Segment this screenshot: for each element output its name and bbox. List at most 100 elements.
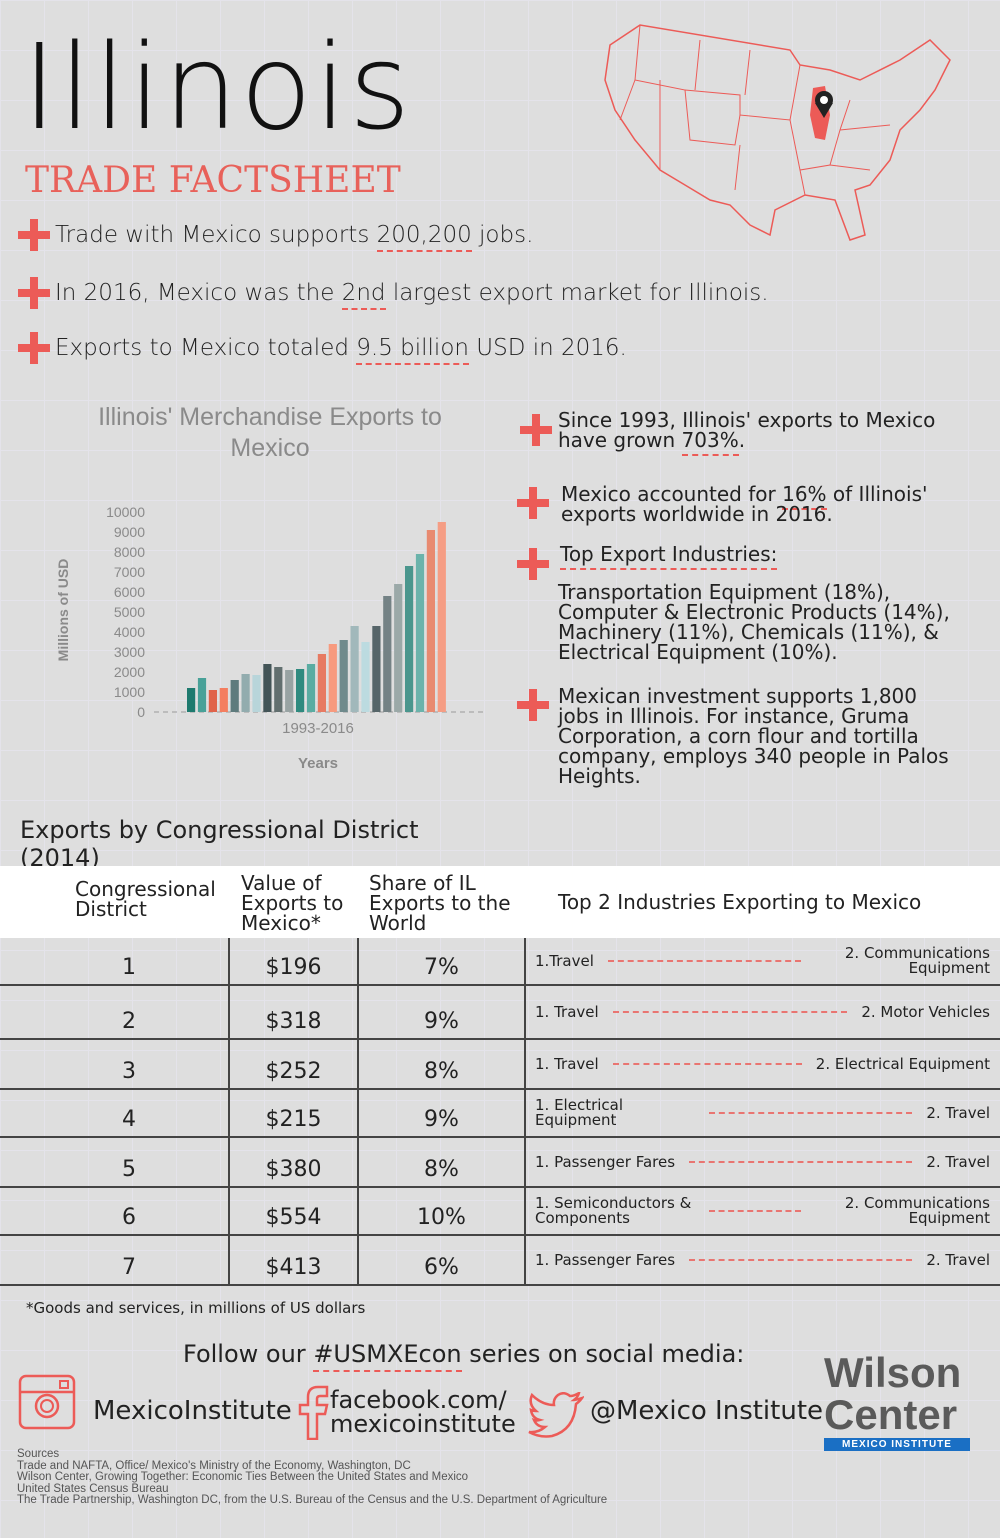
top-industries: 1. Electrical Equipment 2. Travel [535,1090,990,1136]
y-tick-label: 10000 [106,504,145,520]
industry-2: 2. Travel [926,1103,990,1122]
district-number: 6 [122,1205,136,1230]
twitter-icon[interactable] [528,1392,584,1438]
export-value: $252 [265,1059,322,1084]
district-number: 5 [122,1157,136,1182]
dashed-connector [709,1210,801,1212]
y-axis-label: Millions of USD [55,559,71,662]
bar-2006 [328,644,337,712]
col-divider [228,938,230,1286]
dashed-connector [689,1161,913,1163]
bar-2011 [383,596,392,712]
industries-text: Transportation Equipment (18%), Computer… [558,580,950,664]
instagram-handle[interactable]: MexicoInstitute [93,1396,292,1426]
us-map [604,24,951,241]
district-number: 7 [122,1255,136,1280]
sources-heading: Sources [17,1448,60,1460]
plus-icon [18,332,50,364]
industry-1: 1.Travel [535,951,594,970]
bar-2016 [437,522,446,712]
facebook-handle[interactable]: facebook.com/ mexicoinstitute [330,1386,516,1438]
export-value: $380 [265,1157,322,1182]
export-value: $554 [265,1205,322,1230]
export-share: 10% [417,1205,466,1230]
header-share: Share of IL Exports to the World [369,871,511,935]
table-row: 3 $252 8% 1. Travel 2. Electrical Equipme… [0,1040,1000,1090]
table-header: Congressional District Value of Exports … [0,866,1000,938]
dashed-connector [612,1011,848,1013]
dashed-connector [689,1259,913,1261]
fact-investment: Mexican investment supports 1,800 jobs i… [558,684,949,788]
top-industries: 1. Passenger Fares 2. Travel [535,1138,990,1186]
y-tick-label: 1000 [114,684,145,700]
source-item: Trade and NAFTA, Office/ Mexico's Minist… [17,1459,411,1472]
export-value: $196 [265,955,322,980]
bar-2003 [296,669,305,712]
bar-2001 [274,667,283,712]
wilson-center-logo: Wilson Center MEXICO INSTITUTE [824,1352,970,1451]
map-pin-icon [815,91,833,118]
source-item: The Trade Partnership, Washington DC, fr… [17,1494,608,1506]
industry-2: 2. Travel [926,1152,990,1171]
social-heading: Follow our #USMXEcon series on social me… [183,1340,744,1372]
fact-rank: In 2016, Mexico was the 2nd largest expo… [55,280,769,310]
y-tick-label: 2000 [114,664,145,680]
chart-title: Illinois' Merchandise Exports to Mexico [98,403,442,462]
y-tick-label: 0 [137,704,145,720]
sources: Sources Trade and NAFTA, Office/ Mexico'… [17,1448,608,1507]
district-number: 4 [122,1107,136,1132]
fact-share: Mexico accounted for 16% of Illinois' ex… [561,482,928,526]
industry-1: 1. Travel [535,1054,599,1073]
industry-2: 2. Electrical Equipment [815,1054,990,1073]
industry-2: 2. Communications Equipment [844,1194,990,1227]
table-row: 2 $318 9% 1. Travel 2. Motor Vehicles [0,986,1000,1040]
dashed-connector [607,960,801,962]
bar-2007 [339,640,348,712]
header-district: Congressional District [75,877,216,921]
table-footnote: *Goods and services, in millions of US d… [26,1299,366,1317]
top-industries: 1. Travel 2. Electrical Equipment [535,1040,990,1088]
export-value: $413 [265,1255,322,1280]
twitter-handle[interactable]: @Mexico Institute [590,1396,824,1426]
industry-1: 1. Travel [535,1002,599,1021]
plus-icon [517,689,549,721]
y-tick-label: 3000 [114,644,145,660]
instagram-icon[interactable] [18,1374,76,1430]
export-share: 8% [424,1157,459,1182]
col-divider [357,938,359,1286]
plus-icon [517,487,549,519]
page-title: Illinois [22,18,413,156]
x-tick-label: 1993-2016 [282,720,354,737]
logo-line2: Center [824,1391,958,1438]
bar-1994 [197,678,207,712]
table-row: 7 $413 6% 1. Passenger Fares 2. Travel [0,1236,1000,1286]
y-tick-label: 8000 [114,544,145,560]
export-share: 6% [424,1255,459,1280]
bar-1995 [208,690,217,712]
dashed-connector [709,1112,913,1114]
exports-bar-chart: 0 1000 2000 3000 4000 5000 6000 7000 8000 9000 100… [55,504,485,772]
export-share: 9% [424,1009,459,1034]
industries-title: Top Export Industries: [560,542,778,570]
bar-2012 [394,584,403,712]
top-industries: 1. Semiconductors & Components 2. Communi… [535,1188,990,1234]
x-axis-label: Years [298,755,338,772]
facebook-icon[interactable] [296,1384,330,1440]
bar-2014 [415,554,425,712]
district-number: 1 [122,955,136,980]
bar-1999 [252,675,261,712]
plus-icon [18,277,50,309]
fact-jobs: Trade with Mexico supports 200,200 jobs. [55,222,533,252]
bar-1998 [241,674,250,712]
y-tick-label: 4000 [114,624,145,640]
industry-2: 2. Communications Equipment [844,944,990,977]
source-item: United States Census Bureau [17,1482,169,1495]
bar-2002 [285,670,294,712]
export-value: $215 [265,1107,322,1132]
header-industries: Top 2 Industries Exporting to Mexico [558,890,922,914]
fact-growth: Since 1993, Illinois' exports to Mexico … [558,410,958,456]
y-tick-label: 6000 [114,584,145,600]
table-row: 4 $215 9% 1. Electrical Equipment 2. Trav… [0,1090,1000,1138]
export-share: 9% [424,1107,459,1132]
bar-1993 [187,688,196,712]
